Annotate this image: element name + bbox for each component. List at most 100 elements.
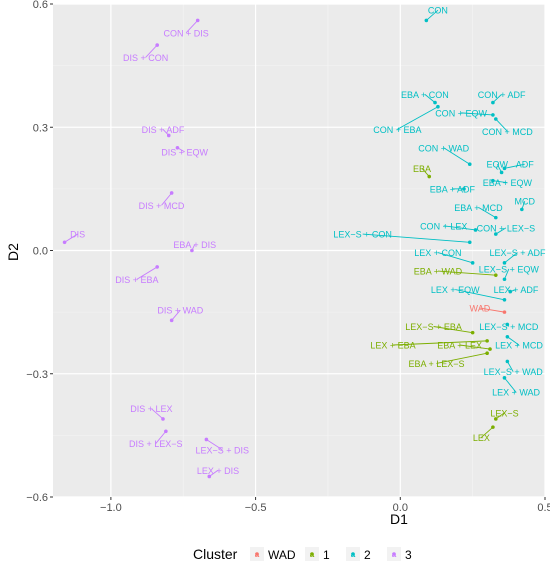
legend-key-dot	[255, 552, 259, 556]
data-point	[502, 298, 507, 302]
label-connector	[495, 118, 508, 132]
x-tick-label: 0.0	[393, 502, 408, 514]
data-point	[502, 376, 507, 380]
point-label: DIS + ADF	[142, 125, 185, 135]
point-labels: CON CON + ADF EBA + CON CON + EQW CON + EBA C…	[70, 6, 546, 476]
label-connector	[424, 94, 436, 103]
label-connector	[492, 94, 502, 103]
point-label: EBA + CON	[401, 90, 449, 100]
label-connector	[151, 408, 164, 420]
point-label: EQW	[486, 160, 508, 170]
point-label: LEX + MCD	[495, 340, 543, 350]
y-axis-title: D2	[5, 243, 21, 261]
point-label: CON + EQW	[435, 108, 487, 118]
legend-entry-label: 1	[323, 548, 330, 562]
point-label: CON + WAD	[418, 143, 469, 153]
point-label: MCD	[514, 197, 535, 207]
data-point	[164, 429, 168, 434]
y-tick-label: −0.3	[26, 369, 48, 381]
point-label: EBA + DIS	[173, 240, 216, 250]
point-label: EBA + EQW	[483, 178, 533, 188]
legend-key-glyph: a	[255, 550, 260, 559]
data-point	[195, 18, 200, 23]
x-tick-label: 0.5	[537, 502, 550, 514]
data-point	[169, 191, 174, 195]
data-point	[488, 347, 492, 351]
data-point	[499, 170, 504, 175]
label-connector	[504, 252, 518, 264]
legend-entry-label: 2	[364, 548, 371, 562]
point-label: LEX + CON	[414, 248, 461, 258]
legend-key-dot	[310, 552, 314, 556]
point-label: CON	[428, 6, 448, 16]
point-label: CON + MCD	[482, 127, 533, 137]
legend-key-glyph: a	[392, 550, 397, 559]
point-label: CON + LEX−S	[477, 223, 536, 233]
label-connector	[421, 168, 430, 177]
data-point	[190, 248, 194, 253]
data-point	[494, 215, 498, 220]
label-connector	[155, 430, 167, 444]
point-label: EBA + LEX−S	[408, 359, 464, 369]
legend-entry-label: 3	[405, 548, 412, 562]
data-point	[433, 100, 437, 105]
point-label: EBA	[413, 164, 431, 174]
data-point	[166, 133, 171, 138]
point-label: EBA + MCD	[454, 203, 503, 213]
data-point	[207, 474, 212, 479]
label-connector	[437, 270, 496, 276]
label-connector	[362, 233, 470, 243]
data-point	[467, 162, 472, 167]
data-point	[491, 113, 495, 117]
data-point	[424, 18, 429, 23]
point-label: ADF	[516, 160, 535, 170]
label-connector	[145, 44, 158, 58]
label-connector	[481, 426, 494, 438]
legend-key-dot	[351, 552, 355, 556]
x-axis-title: D1	[390, 511, 408, 527]
label-connector	[506, 361, 514, 372]
label-connector	[504, 377, 517, 393]
data-point	[508, 289, 513, 294]
point-label: LEX−S + EQW	[479, 264, 540, 274]
point-label: DIS + LEX	[130, 404, 172, 414]
data-point	[204, 437, 209, 442]
data-point	[155, 265, 159, 269]
data-point	[494, 273, 498, 277]
label-connector	[393, 340, 488, 346]
label-connector	[455, 289, 505, 301]
label-connector	[495, 227, 507, 235]
label-connector	[426, 9, 439, 21]
point-label: LEX−S + CON	[333, 230, 392, 240]
data-point	[470, 261, 475, 265]
data-point	[436, 104, 440, 109]
data-point	[502, 310, 507, 314]
label-connector	[161, 192, 173, 206]
label-connector	[185, 20, 199, 34]
point-label: LEX−S	[490, 408, 518, 418]
data-point	[485, 339, 489, 343]
data-point	[155, 43, 159, 47]
label-connector	[206, 439, 223, 451]
label-connector	[479, 307, 505, 313]
label-connector	[437, 252, 473, 264]
point-label: DIS + WAD	[157, 306, 203, 316]
data-point	[485, 351, 489, 356]
point-label: DIS + CON	[123, 53, 168, 63]
label-connector	[461, 112, 493, 116]
point-label: LEX−S + WAD	[484, 367, 544, 377]
point-label: CON + EBA	[373, 125, 421, 135]
grid-lines	[53, 3, 546, 498]
data-point	[502, 166, 507, 171]
point-label: DIS + LEX−S	[129, 439, 183, 449]
legend-title: Cluster	[193, 546, 238, 562]
y-tick-label: 0.0	[33, 246, 48, 258]
data-point	[473, 228, 478, 232]
point-label: LEX−S + DIS	[196, 445, 250, 455]
point-label: DIS + MCD	[139, 201, 185, 211]
data-point	[491, 178, 495, 183]
label-connector	[171, 309, 181, 321]
data-point	[491, 425, 495, 429]
